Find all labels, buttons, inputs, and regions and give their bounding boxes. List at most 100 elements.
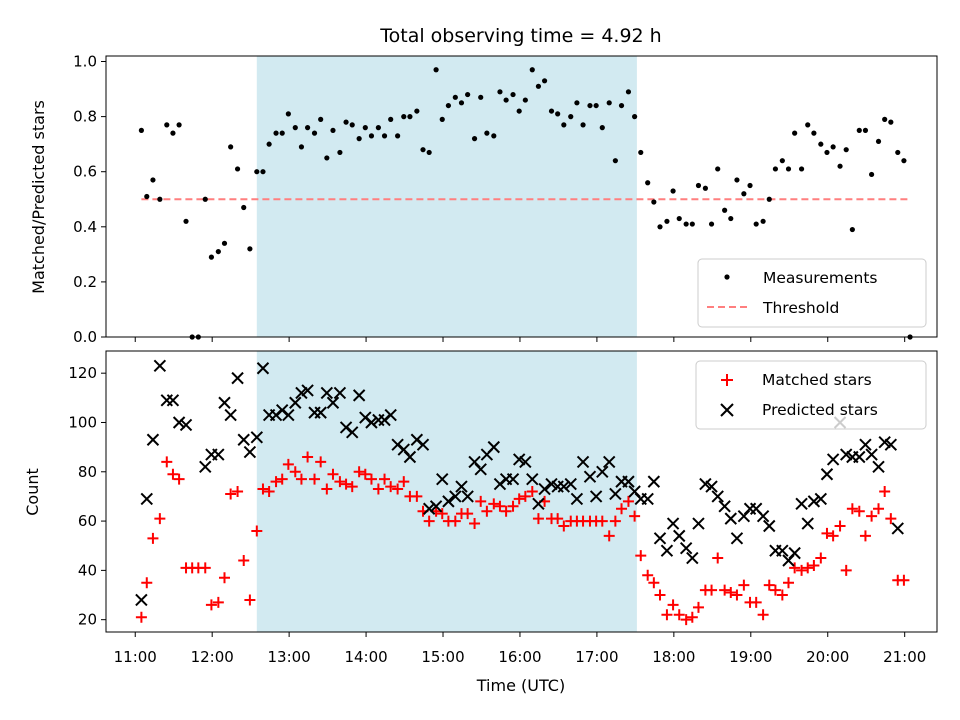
predicted-star-point [686, 551, 699, 565]
legend-label-matched: Matched stars [762, 371, 872, 389]
matched-star-point [218, 572, 230, 584]
predicted-star-point [166, 394, 180, 407]
matched-star-point [379, 473, 391, 485]
measurement-point [561, 122, 567, 128]
matched-star-point [327, 468, 339, 480]
measurement-point [388, 116, 394, 122]
matched-star-point [750, 596, 762, 608]
measurement-point [183, 218, 189, 224]
matched-star-point [661, 609, 673, 621]
predicted-star-point [730, 532, 744, 545]
predicted-star-point [891, 522, 904, 535]
matched-star-point [205, 599, 217, 611]
matched-star-point [885, 513, 897, 525]
matched-star-point [719, 584, 731, 596]
measurement-point [285, 111, 291, 117]
measurement-point [221, 240, 228, 246]
matched-star-point [712, 552, 724, 564]
predicted-star-point [422, 502, 436, 515]
measurement-point [157, 196, 163, 202]
predicted-star-point [826, 453, 840, 466]
x-tick-label: 18:00 [652, 648, 695, 666]
measurement-point [234, 166, 241, 172]
measurement-point [792, 130, 798, 136]
measurement-point [426, 149, 432, 156]
predicted-star-point [346, 426, 359, 439]
matched-star-point [276, 473, 288, 485]
predicted-star-point [756, 509, 770, 523]
matched-star-point [167, 468, 179, 480]
measurement-point [657, 224, 663, 230]
matched-star-point [173, 473, 185, 485]
predicted-star-point [519, 455, 532, 469]
bottom-legend-box [695, 360, 927, 430]
matched-star-point [898, 574, 910, 586]
matched-star-point [161, 456, 173, 468]
predicted-star-point [352, 389, 366, 402]
matched-star-point [866, 510, 878, 522]
measurement-point [279, 130, 285, 136]
measurement-point [785, 166, 792, 172]
predicted-star-point [218, 396, 231, 409]
matched-star-point [282, 458, 294, 470]
matched-star-point [757, 609, 769, 621]
predicted-star-point [570, 492, 584, 506]
legend-label-predicted: Predicted stars [762, 401, 878, 419]
measurement-point [465, 91, 471, 98]
predicted-star-point [660, 544, 674, 557]
matched-star-point [873, 503, 885, 515]
matched-star-point [827, 530, 839, 542]
matched-star-point [782, 577, 794, 589]
matched-star-point [238, 555, 250, 567]
x-tick-label: 20:00 [806, 648, 849, 666]
measurement-point [414, 108, 420, 114]
predicted-star-point [692, 517, 705, 530]
top-ylabel: Matched/Predicted stars [29, 100, 48, 294]
matched-star-point [289, 466, 301, 478]
measurement-point [625, 89, 632, 95]
x-tick-label: 21:00 [883, 648, 926, 666]
bottom-ytick-label: 40 [78, 561, 97, 579]
measurement-point [503, 97, 509, 103]
measurement-point [548, 108, 555, 114]
predicted-star-point [455, 480, 468, 493]
measurement-point [856, 127, 862, 133]
measurement-point [728, 215, 734, 222]
matched-star-point [763, 579, 775, 591]
top-axis-ticks: 0.0 0.2 0.4 0.6 0.8 1.0 [73, 53, 906, 346]
measurement-point [356, 136, 362, 142]
measurement-point [618, 102, 625, 109]
predicted-star-point [320, 386, 334, 400]
measurement-point [606, 100, 612, 106]
top-ytick-label: 0.0 [73, 328, 97, 346]
matched-star-point [552, 513, 564, 525]
measurement-point [254, 169, 260, 175]
matched-star-point [609, 515, 621, 527]
matched-star-point [692, 601, 704, 613]
bottom-highlight-span [256, 351, 637, 632]
measurement-point [439, 116, 445, 122]
measurement-point [901, 158, 907, 164]
matched-star-point [802, 562, 814, 574]
x-tick-label: 11:00 [114, 648, 157, 666]
predicted-star-point [231, 371, 244, 385]
x-tick-label: 15:00 [421, 648, 464, 666]
matched-star-point [840, 564, 852, 576]
predicted-star-point [814, 492, 828, 506]
measurement-point [433, 67, 439, 73]
bottom-ytick-label: 100 [68, 413, 97, 431]
measurement-point [805, 122, 811, 128]
matched-star-point [321, 483, 333, 495]
measurement-point [529, 67, 535, 73]
top-axes-frame [105, 55, 938, 338]
matched-star-point [654, 589, 666, 601]
predicted-star-point [647, 475, 661, 488]
predicted-star-point [564, 477, 577, 491]
matched-star-point [141, 577, 153, 589]
measurement-point [208, 254, 215, 260]
measurement-point [695, 182, 702, 189]
measurement-point [715, 166, 721, 172]
matched-star-point [315, 456, 327, 468]
matched-star-point [821, 527, 833, 539]
